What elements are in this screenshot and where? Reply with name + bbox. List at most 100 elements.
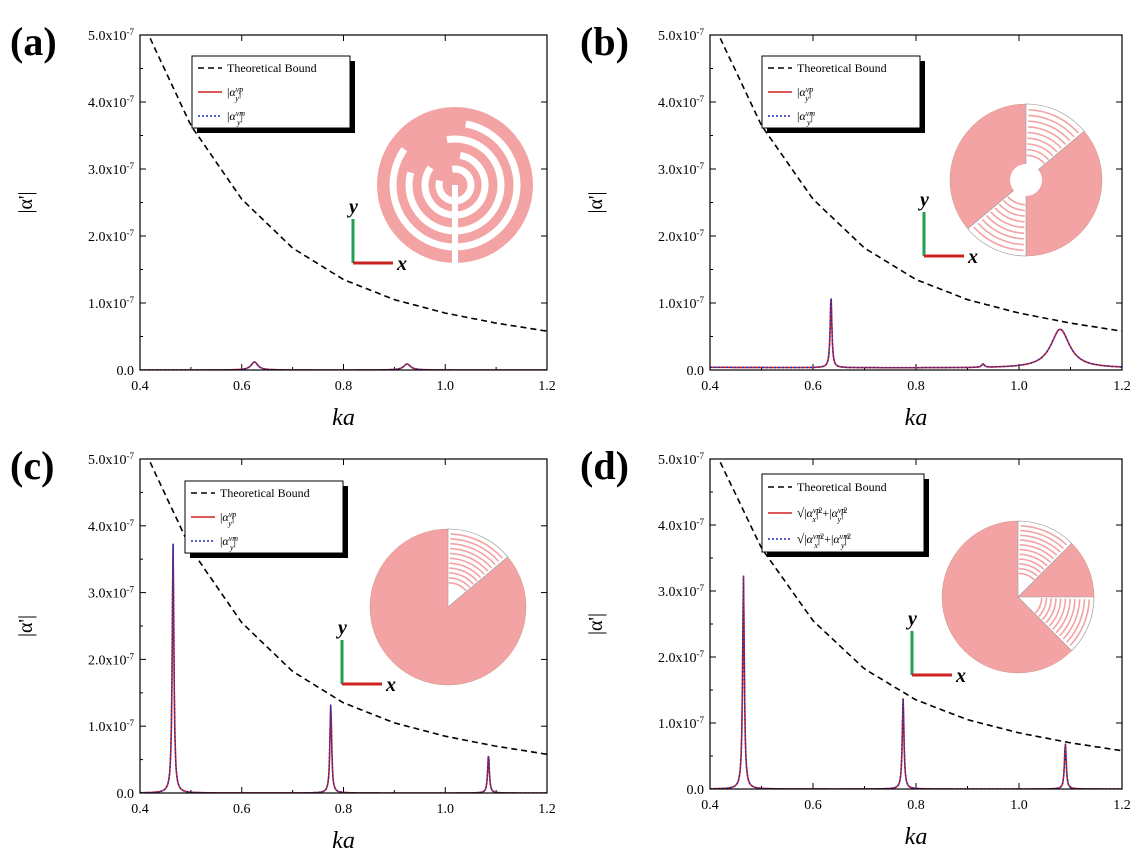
inset-pattern bbox=[377, 107, 533, 263]
groove-arc bbox=[1027, 126, 1067, 145]
y-tick-label: 1.0x10-7 bbox=[88, 295, 134, 312]
inset-pattern bbox=[369, 528, 527, 686]
axes-glyph: yx bbox=[918, 189, 978, 268]
x-tick-label: 1.0 bbox=[1010, 379, 1028, 394]
y-tick-label: 4.0x10-7 bbox=[88, 518, 134, 535]
groove-arc bbox=[1062, 599, 1081, 640]
groove-arc bbox=[1019, 558, 1045, 570]
plot-frame bbox=[139, 458, 548, 794]
axis-y-letter: y bbox=[918, 189, 929, 211]
groove-arc bbox=[1041, 598, 1053, 621]
groove-arc bbox=[1048, 598, 1062, 627]
y-tick-label: 4.0x10-7 bbox=[658, 517, 704, 534]
groove-arc bbox=[1028, 114, 1075, 138]
y-tick-label: 0.0 bbox=[117, 787, 135, 802]
x-tick-label: 0.4 bbox=[701, 798, 719, 813]
panel-b: (b) 0.4 0.6 0.8 1.0 1.2 0.0 1.0x10-7 2.0x10-7 3.0… bbox=[580, 19, 1131, 431]
inset-pattern bbox=[949, 103, 1103, 257]
series-theoretical-bound bbox=[149, 37, 547, 332]
groove-arc bbox=[985, 215, 1025, 234]
groove-arc bbox=[973, 226, 1024, 252]
x-axis-label: ka bbox=[332, 405, 355, 431]
groove-arc bbox=[449, 552, 489, 572]
y-tick-label: 2.0x10-7 bbox=[88, 651, 134, 668]
legend-label: |αvm y| bbox=[227, 109, 245, 127]
legend: Theoretical Bound |αvp y| |αvm y| bbox=[184, 480, 348, 558]
y-tick-label: 2.0x10-7 bbox=[88, 228, 134, 245]
x-tick-label: 1.0 bbox=[1010, 798, 1028, 813]
x-tick-label: 0.6 bbox=[233, 379, 251, 394]
y-tick-label: 3.0x10-7 bbox=[88, 161, 134, 178]
axis-y-letter: y bbox=[347, 196, 358, 218]
y-tick-label: 3.0x10-7 bbox=[658, 583, 704, 600]
legend-label: Theoretical Bound bbox=[227, 61, 317, 75]
x-tick-label: 1.0 bbox=[437, 802, 455, 817]
groove-arc bbox=[977, 222, 1024, 246]
y-tick-label: 1.0x10-7 bbox=[658, 715, 704, 732]
groove-arc bbox=[1026, 154, 1045, 165]
axis-y-letter: y bbox=[336, 617, 347, 639]
axis-x-letter: x bbox=[396, 253, 407, 275]
groove-arc bbox=[1007, 195, 1026, 206]
y-tick-label: 3.0x10-7 bbox=[658, 161, 704, 178]
series-theoretical-bound bbox=[719, 461, 1122, 752]
legend-label: |αvm y| bbox=[220, 534, 238, 552]
groove-arc bbox=[1052, 598, 1067, 630]
x-tick-label: 0.4 bbox=[131, 379, 149, 394]
groove-arc bbox=[1045, 598, 1057, 624]
x-axis-label: ka bbox=[905, 824, 928, 850]
legend-label: Theoretical Bound bbox=[797, 480, 887, 494]
groove-arc bbox=[1019, 539, 1058, 556]
series-theoretical-bound bbox=[149, 461, 547, 756]
legend-label: |αvp y| bbox=[227, 85, 243, 103]
panel-label: (b) bbox=[580, 19, 629, 64]
x-tick-label: 1.0 bbox=[437, 379, 455, 394]
legend-label: |αvm y| bbox=[797, 109, 815, 127]
series-group bbox=[710, 37, 1122, 369]
groove-arc bbox=[990, 211, 1025, 229]
groove-arc bbox=[1019, 562, 1042, 574]
pattern-ring-slot bbox=[421, 151, 489, 219]
groove-arc bbox=[449, 572, 474, 585]
x-tick-label: 0.4 bbox=[131, 802, 149, 817]
groove-arc bbox=[1055, 598, 1072, 634]
pattern-center-hole bbox=[1010, 164, 1042, 196]
y-axis-label: |α'| bbox=[15, 615, 37, 637]
plot-frame bbox=[139, 34, 548, 371]
axes-glyph: yx bbox=[347, 196, 407, 275]
y-tick-label: 1.0x10-7 bbox=[658, 295, 704, 312]
groove-arc bbox=[450, 537, 500, 562]
series-theoretical-bound bbox=[719, 37, 1122, 332]
x-tick-label: 1.2 bbox=[1113, 798, 1131, 813]
pattern-radial-slot bbox=[452, 185, 458, 263]
groove-arc bbox=[450, 547, 493, 569]
y-tick-label: 5.0x10-7 bbox=[88, 27, 134, 44]
groove-arc bbox=[1020, 524, 1068, 546]
x-tick-label: 1.2 bbox=[538, 802, 556, 817]
groove-arc bbox=[981, 218, 1024, 240]
y-axis-label: |α'| bbox=[15, 191, 37, 213]
legend: Theoretical Bound |αvp y| |αvm y| bbox=[191, 55, 355, 133]
panel-label: (a) bbox=[10, 19, 57, 64]
x-tick-label: 0.8 bbox=[335, 802, 353, 817]
axis-x-letter: x bbox=[967, 246, 978, 268]
panel-a: (a) 0.4 0.6 0.8 1.0 1.2 0.0 1.0x10-7 2.0x10-7 3.0… bbox=[10, 19, 556, 431]
x-tick-label: 0.6 bbox=[804, 798, 822, 813]
x-tick-label: 0.6 bbox=[804, 379, 822, 394]
x-tick-label: 1.2 bbox=[538, 379, 556, 394]
legend-label: |αvp y| bbox=[797, 85, 813, 103]
y-tick-label: 0.0 bbox=[117, 364, 135, 379]
groove-arc bbox=[994, 207, 1025, 223]
groove-arc bbox=[1027, 148, 1050, 161]
x-tick-label: 0.6 bbox=[233, 802, 251, 817]
groove-arc bbox=[449, 557, 485, 575]
groove-arc bbox=[1020, 529, 1064, 549]
x-tick-label: 0.8 bbox=[907, 798, 925, 813]
legend: Theoretical Bound |αvp y| |αvm y| bbox=[761, 55, 925, 133]
groove-arc bbox=[1069, 599, 1091, 647]
groove-arc bbox=[1034, 597, 1043, 614]
groove-arc bbox=[1018, 572, 1035, 581]
groove-arc bbox=[1020, 534, 1061, 553]
y-axis-label: |α'| bbox=[585, 613, 607, 635]
